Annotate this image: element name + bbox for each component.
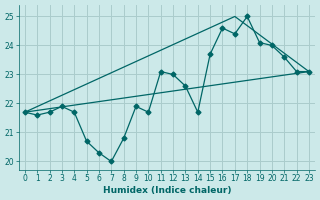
- X-axis label: Humidex (Indice chaleur): Humidex (Indice chaleur): [103, 186, 231, 195]
